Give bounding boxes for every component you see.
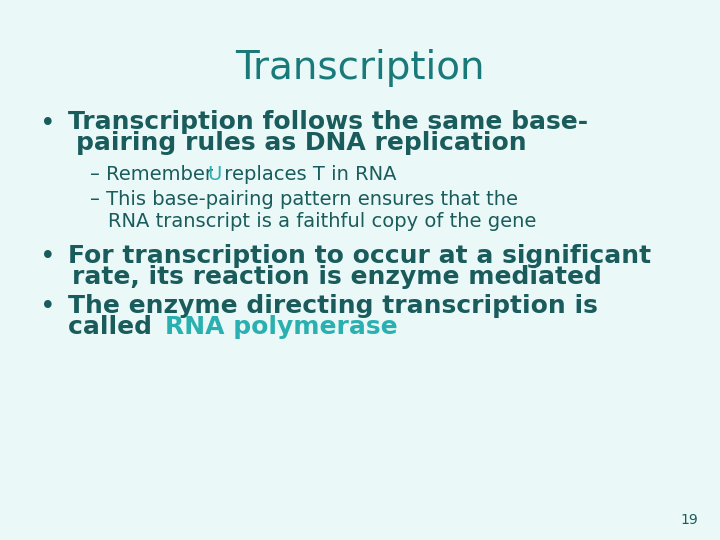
Text: The enzyme directing transcription is: The enzyme directing transcription is [68,294,598,318]
Text: rate, its reaction is enzyme mediated: rate, its reaction is enzyme mediated [72,265,602,288]
Text: U: U [207,165,222,184]
Text: Transcription: Transcription [235,49,485,86]
Text: called: called [68,315,161,339]
Text: RNA polymerase: RNA polymerase [165,315,397,339]
Text: 19: 19 [680,512,698,526]
Text: •: • [40,294,55,320]
Text: For transcription to occur at a significant: For transcription to occur at a signific… [68,244,652,268]
Text: Transcription follows the same base-: Transcription follows the same base- [68,110,588,134]
Text: replaces T in RNA: replaces T in RNA [218,165,397,184]
Text: – This base-pairing pattern ensures that the: – This base-pairing pattern ensures that… [90,190,518,209]
Text: pairing rules as DNA replication: pairing rules as DNA replication [76,131,526,154]
Text: •: • [40,111,55,137]
Text: RNA transcript is a faithful copy of the gene: RNA transcript is a faithful copy of the… [108,212,536,231]
Text: •: • [40,244,55,270]
Text: – Remember: – Remember [90,165,220,184]
